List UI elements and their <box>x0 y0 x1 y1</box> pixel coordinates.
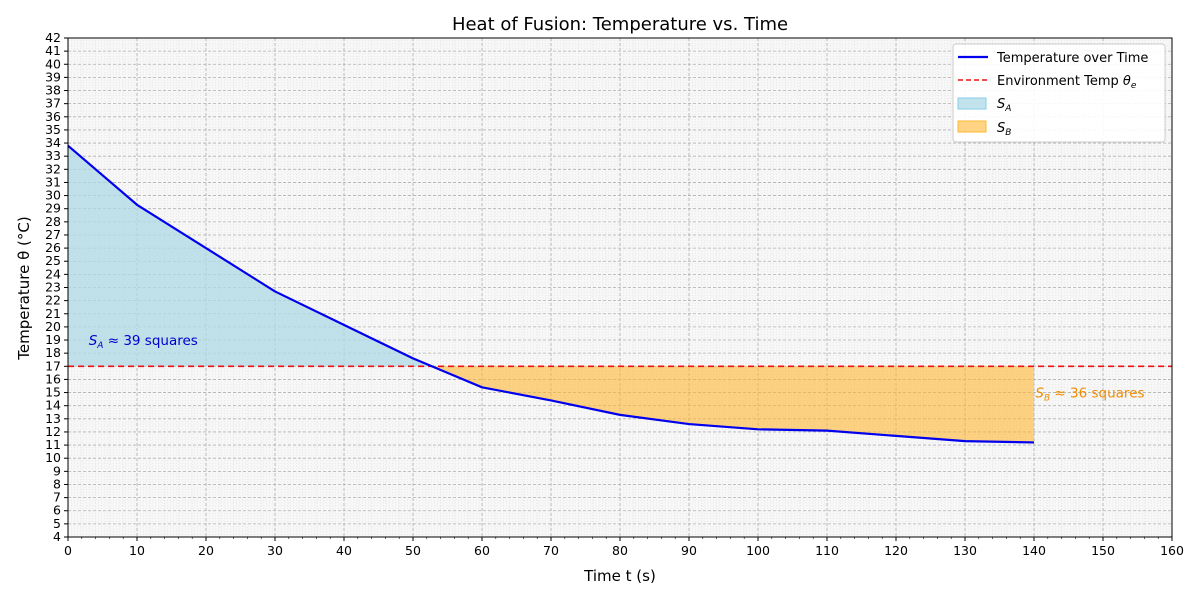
y-tick-label: 7 <box>53 490 61 505</box>
y-tick-label: 30 <box>45 188 61 203</box>
y-tick-label: 38 <box>45 83 61 98</box>
x-tick-label: 160 <box>1160 543 1184 558</box>
x-tick-label: 80 <box>612 543 628 558</box>
x-tick-label: 70 <box>543 543 559 558</box>
y-tick-label: 5 <box>53 516 61 531</box>
y-tick-label: 41 <box>45 43 61 58</box>
sb-annotation: SB ≈ 36 squares <box>1035 386 1144 404</box>
y-tick-label: 22 <box>45 293 61 308</box>
legend-env-label: Environment Temp θe <box>997 74 1137 91</box>
y-tick-label: 40 <box>45 56 61 71</box>
x-axis-label: Time t (s) <box>583 567 656 585</box>
y-tick-label: 18 <box>45 345 61 360</box>
legend: Temperature over Time Environment Temp θ… <box>952 43 1166 143</box>
x-tick-label: 10 <box>129 543 145 558</box>
y-tick-label: 13 <box>45 411 61 426</box>
y-tick-label: 24 <box>45 266 61 281</box>
y-tick-label: 15 <box>45 385 61 400</box>
y-tick-label: 26 <box>45 240 61 255</box>
axis-ticks <box>64 37 1173 541</box>
x-tick-label: 60 <box>474 543 490 558</box>
y-tick-label: 12 <box>45 424 61 439</box>
y-tick-label: 10 <box>45 450 61 465</box>
x-tick-label: 50 <box>405 543 421 558</box>
x-tick-label: 30 <box>267 543 283 558</box>
sa-annotation: SA ≈ 39 squares <box>89 333 198 351</box>
y-tick-label: 20 <box>45 319 61 334</box>
y-tick-label: 14 <box>45 398 61 413</box>
x-tick-label: 130 <box>953 543 977 558</box>
x-tick-label: 40 <box>336 543 352 558</box>
y-tick-label: 36 <box>45 109 61 124</box>
y-tick-labels: 4567891011121314151617181920212223242526… <box>45 30 61 544</box>
y-tick-label: 27 <box>45 227 61 242</box>
series-group <box>67 144 1035 444</box>
y-tick-label: 16 <box>45 371 61 386</box>
chart-title: Heat of Fusion: Temperature vs. Time <box>452 14 788 35</box>
y-tick-label: 35 <box>45 122 61 137</box>
y-tick-label: 9 <box>53 463 61 478</box>
y-tick-label: 39 <box>45 69 61 84</box>
y-tick-label: 8 <box>53 476 61 491</box>
y-tick-label: 17 <box>45 358 61 373</box>
y-tick-label: 11 <box>45 437 61 452</box>
y-tick-label: 25 <box>45 253 61 268</box>
annotations: SA ≈ 39 squares SB ≈ 36 squares <box>89 333 1145 404</box>
y-tick-label: 29 <box>45 201 61 216</box>
shaded-areas <box>68 145 1034 443</box>
x-tick-label: 90 <box>681 543 697 558</box>
x-tick-label: 150 <box>1091 543 1115 558</box>
y-tick-label: 6 <box>53 503 61 518</box>
y-tick-label: 19 <box>45 332 61 347</box>
legend-series-label: Temperature over Time <box>996 51 1148 66</box>
y-tick-label: 33 <box>45 148 61 163</box>
y-tick-label: 23 <box>45 280 61 295</box>
x-tick-label: 20 <box>198 543 214 558</box>
y-tick-label: 34 <box>45 135 61 150</box>
y-tick-label: 28 <box>45 214 61 229</box>
legend-sb-swatch <box>957 120 987 133</box>
y-axis-label: Temperature θ (°C) <box>15 216 33 360</box>
area-s-a <box>68 145 432 367</box>
area-s-b <box>431 366 1034 443</box>
y-tick-label: 42 <box>45 30 61 45</box>
y-tick-label: 21 <box>45 306 61 321</box>
y-tick-label: 4 <box>53 529 61 544</box>
y-tick-label: 37 <box>45 96 61 111</box>
x-tick-label: 140 <box>1022 543 1046 558</box>
x-tick-label: 120 <box>884 543 908 558</box>
legend-sa-swatch <box>957 97 987 110</box>
x-tick-labels: 0 10 20 30 40 50 60 70 80 90 100 110 120 130 140 150 160 <box>64 543 1184 558</box>
y-tick-label: 32 <box>45 161 61 176</box>
x-tick-label: 110 <box>815 543 839 558</box>
x-tick-label: 0 <box>64 543 72 558</box>
legend-box <box>952 43 1166 143</box>
y-tick-label: 31 <box>45 174 61 189</box>
x-tick-label: 100 <box>746 543 770 558</box>
major-grid <box>67 37 1173 538</box>
